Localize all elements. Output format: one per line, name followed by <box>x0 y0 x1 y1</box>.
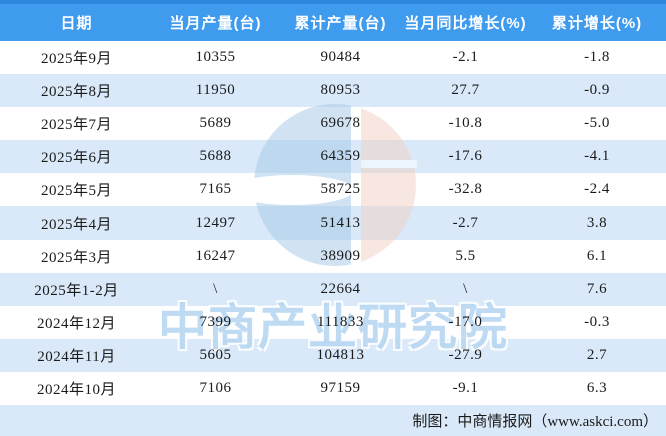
date-cell: 2025年8月 <box>40 84 112 101</box>
value-cell: -5.0 <box>584 115 610 132</box>
value-cell: 104813 <box>316 346 365 363</box>
value-cell: 2.7 <box>586 346 608 363</box>
value-cell: -1.8 <box>584 49 610 66</box>
value-cell: 3.8 <box>586 214 608 231</box>
date-cell: 2025年6月 <box>40 150 112 167</box>
table-row: 2025年6月 5688 64359 -17.6 -4.1 <box>0 140 666 174</box>
value-cell: -10.8 <box>448 115 483 132</box>
value-cell: -32.8 <box>448 181 483 198</box>
table-row: 2025年9月 10355 90484 -2.1 -1.8 <box>0 41 666 74</box>
value-cell: -17.6 <box>448 148 483 165</box>
value-cell: 22664 <box>320 280 361 297</box>
value-cell: 97159 <box>320 379 361 396</box>
value-cell: 58725 <box>320 181 361 198</box>
table-row: 2024年10月 7106 97159 -9.1 6.3 <box>0 372 666 405</box>
value-cell: 5605 <box>199 346 232 363</box>
value-cell: 7399 <box>199 313 232 330</box>
date-cell: 2024年11月 <box>37 348 116 365</box>
date-cell: 2025年5月 <box>40 183 112 200</box>
value-cell: -9.1 <box>452 379 479 396</box>
value-cell: -17.0 <box>448 313 483 330</box>
table-row: 2024年11月 5605 104813 -27.9 2.7 <box>0 338 666 372</box>
value-cell: -2.4 <box>584 181 610 198</box>
value-cell: 7106 <box>199 379 232 396</box>
table-row: 2025年8月 11950 80953 27.7 -0.9 <box>0 74 666 108</box>
date-cell: 2025年3月 <box>40 249 112 266</box>
value-cell: -2.7 <box>452 214 479 231</box>
footer-bar: 制图：中商情报网（www.askci.com） <box>0 405 666 436</box>
date-cell: 2025年1-2月 <box>34 282 119 299</box>
value-cell: -0.9 <box>584 82 610 99</box>
credit-text: 制图：中商情报网（www.askci.com） <box>412 414 658 430</box>
value-cell: 7.6 <box>586 280 608 297</box>
table-row: 2025年3月 16247 38909 5.5 6.1 <box>0 240 666 273</box>
table-row: 2025年4月 12497 51413 -2.7 3.8 <box>0 206 666 240</box>
value-cell: 111833 <box>317 313 364 330</box>
date-cell: 2024年12月 <box>36 315 116 332</box>
date-cell: 2024年10月 <box>36 381 116 398</box>
column-header: 累计增长(%) <box>551 15 643 32</box>
value-cell: -0.3 <box>584 313 610 330</box>
value-cell: 5689 <box>199 115 232 132</box>
value-cell: -27.9 <box>448 346 483 363</box>
value-cell: \ <box>213 280 218 297</box>
value-cell: 5688 <box>199 148 232 165</box>
value-cell: 64359 <box>320 148 361 165</box>
value-cell: 80953 <box>320 82 361 99</box>
date-cell: 2025年4月 <box>40 216 112 233</box>
value-cell: 5.5 <box>455 247 476 264</box>
value-cell: 11950 <box>195 82 236 99</box>
column-header: 当月产量(台) <box>169 15 262 32</box>
column-header: 日期 <box>60 15 93 32</box>
value-cell: 38909 <box>320 247 361 264</box>
value-cell: -2.1 <box>452 49 479 66</box>
value-cell: 27.7 <box>451 82 480 99</box>
value-cell: 10355 <box>195 49 236 66</box>
table-row: 2025年1-2月 \ 22664 \ 7.6 <box>0 272 666 306</box>
date-cell: 2025年7月 <box>40 117 112 134</box>
column-header: 累计产量(台) <box>294 15 387 32</box>
value-cell: 12497 <box>195 214 236 231</box>
column-header: 当月同比增长(%) <box>404 15 527 32</box>
value-cell: 90484 <box>320 49 361 66</box>
table-row: 2025年5月 7165 58725 -32.8 -2.4 <box>0 173 666 206</box>
value-cell: 6.3 <box>586 379 608 396</box>
value-cell: 7165 <box>199 181 232 198</box>
value-cell: \ <box>463 280 468 297</box>
table-body: 2025年9月 10355 90484 -2.1 -1.8 2025年8月 11950 809… <box>0 41 666 405</box>
table-header-row: 日期 当月产量(台) 累计产量(台) 当月同比增长(%) 累计增长(%) <box>0 0 666 41</box>
table-row: 2025年7月 5689 69678 -10.8 -5.0 <box>0 107 666 140</box>
value-cell: 51413 <box>320 214 361 231</box>
date-cell: 2025年9月 <box>40 51 112 68</box>
value-cell: 69678 <box>320 115 361 132</box>
value-cell: -4.1 <box>584 148 610 165</box>
table-row: 2024年12月 7399 111833 -17.0 -0.3 <box>0 306 666 339</box>
value-cell: 6.1 <box>586 247 608 264</box>
value-cell: 16247 <box>195 247 236 264</box>
